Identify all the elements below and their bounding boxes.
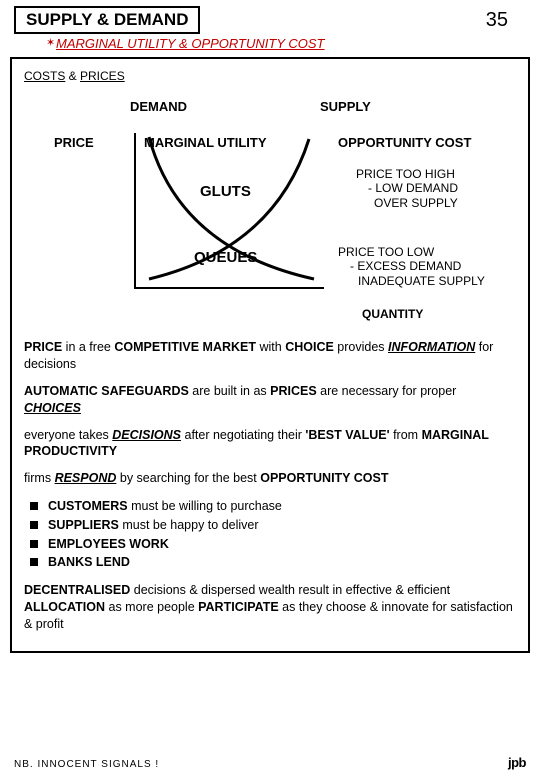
- queues-label: QUEUES: [194, 249, 257, 266]
- subtitle-text: MARGINAL UTILITY & OPPORTUNITY COST: [56, 36, 324, 51]
- footer: NB. INNOCENT SIGNALS ! jpb: [14, 755, 526, 770]
- bullet-icon: [30, 521, 38, 529]
- subtitle: ✶ MARGINAL UTILITY & OPPORTUNITY COST: [0, 34, 540, 57]
- para-4: firms RESPOND by searching for the best …: [24, 470, 516, 487]
- annotation-high: PRICE TOO HIGH - LOW DEMAND OVER SUPPLY: [356, 167, 458, 210]
- star-icon: ✶: [46, 36, 55, 49]
- bullet-icon: [30, 502, 38, 510]
- annot-high-l2: - LOW DEMAND: [356, 181, 458, 195]
- bullet-icon: [30, 558, 38, 566]
- list-item: SUPPLIERS must be happy to deliver: [30, 516, 516, 535]
- list-item: BANKS LEND: [30, 553, 516, 572]
- para-5: DECENTRALISED decisions & dispersed weal…: [24, 582, 516, 633]
- para-1: PRICE in a free COMPETITIVE MARKET with …: [24, 339, 516, 373]
- main-content-box: COSTS & PRICES DEMAND SUPPLY PRICE MARGI…: [10, 57, 530, 653]
- supply-demand-chart: DEMAND SUPPLY PRICE MARGINAL UTILITY OPP…: [24, 89, 524, 329]
- annot-low-l2: - EXCESS DEMAND: [338, 259, 485, 273]
- heading-amp: &: [65, 69, 80, 83]
- annot-low-l1: PRICE TOO LOW: [338, 245, 485, 259]
- annot-high-l1: PRICE TOO HIGH: [356, 167, 458, 181]
- heading-prices: PRICES: [80, 69, 125, 83]
- para-2: AUTOMATIC SAFEGUARDS are built in as PRI…: [24, 383, 516, 417]
- para-3: everyone takes DECISIONS after negotiati…: [24, 427, 516, 461]
- list-item: CUSTOMERS must be willing to purchase: [30, 497, 516, 516]
- annotation-low: PRICE TOO LOW - EXCESS DEMAND INADEQUATE…: [338, 245, 485, 288]
- annot-low-l3: INADEQUATE SUPPLY: [338, 274, 485, 288]
- page-number: 35: [486, 9, 526, 32]
- footer-signature: jpb: [508, 755, 526, 770]
- annot-high-l3: OVER SUPPLY: [356, 196, 458, 210]
- heading-costs: COSTS: [24, 69, 65, 83]
- bullet-icon: [30, 540, 38, 548]
- page-title-box: SUPPLY & DEMAND: [14, 6, 200, 34]
- bullet-list: CUSTOMERS must be willing to purchase SU…: [24, 497, 516, 572]
- footer-note: NB. INNOCENT SIGNALS !: [14, 759, 159, 770]
- section-heading: COSTS & PRICES: [24, 69, 516, 83]
- quantity-label: QUANTITY: [362, 307, 423, 321]
- gluts-label: GLUTS: [200, 183, 251, 200]
- list-item: EMPLOYEES WORK: [30, 535, 516, 554]
